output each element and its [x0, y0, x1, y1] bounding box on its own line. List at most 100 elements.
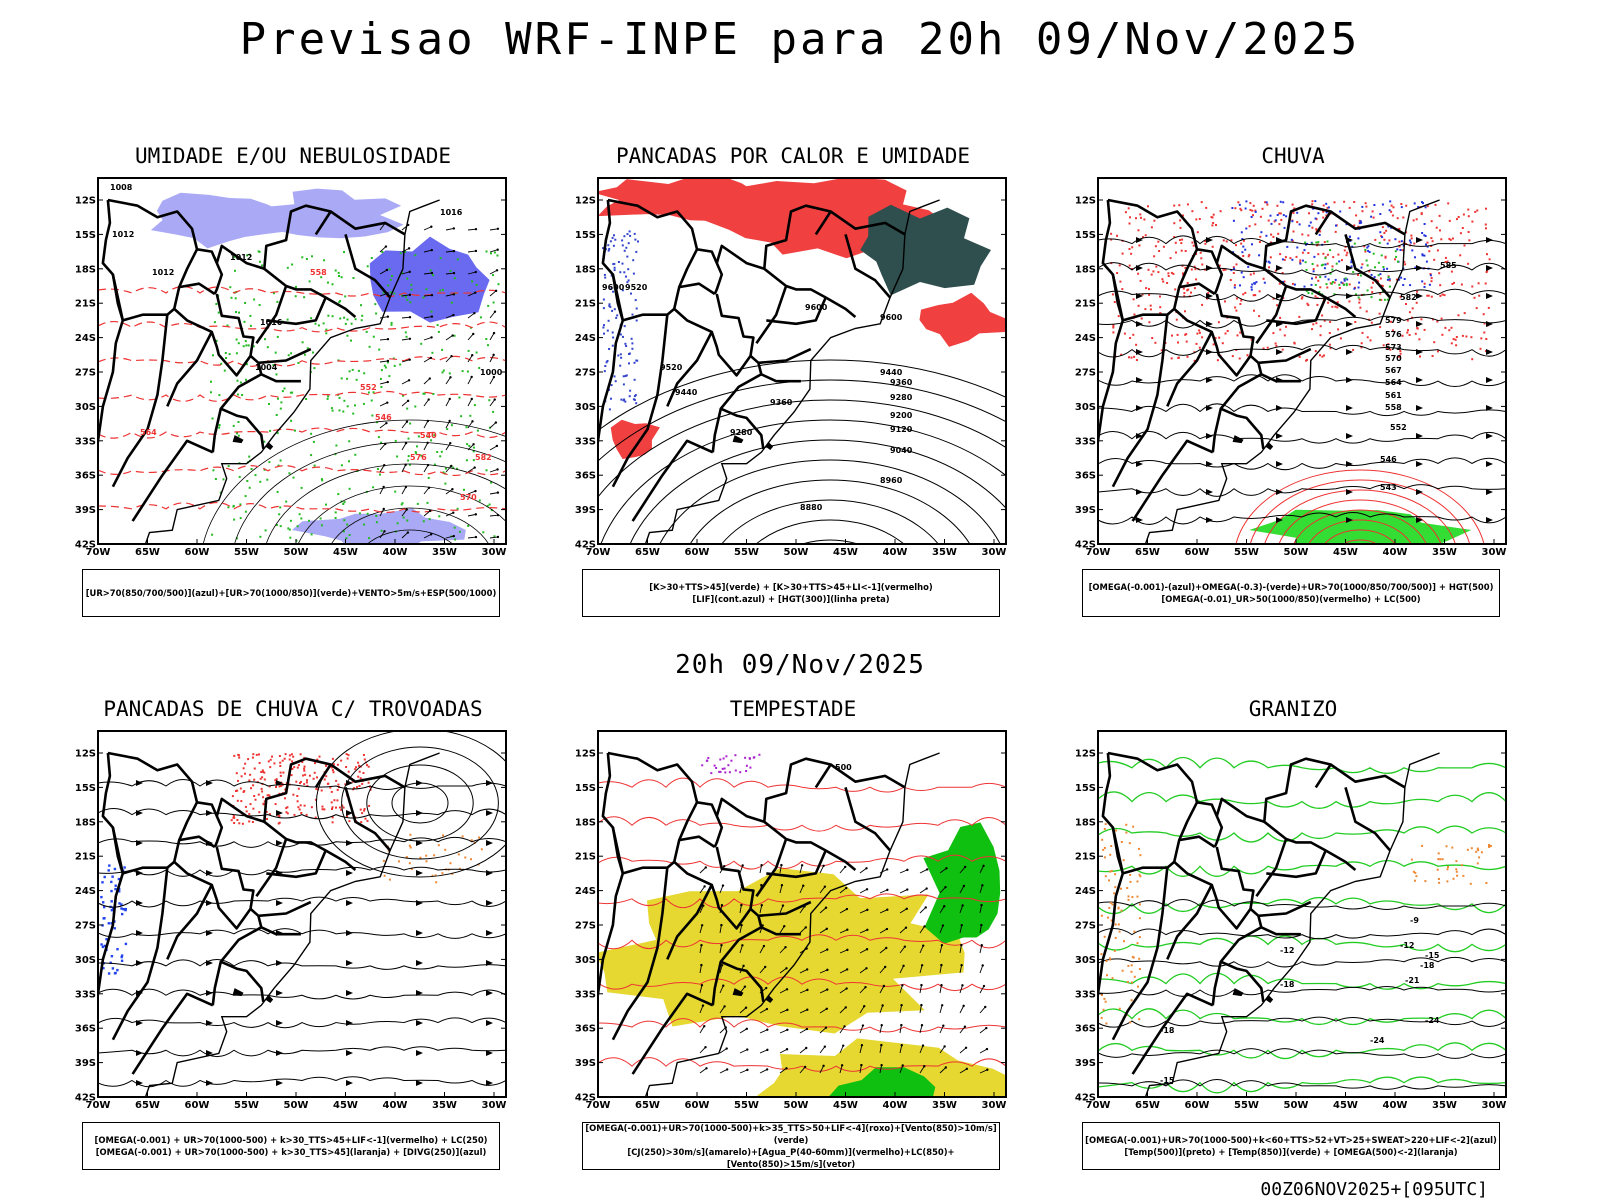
contour-label: 1012	[230, 253, 252, 262]
humidity-speck-low	[236, 432, 238, 435]
humidity-speck-low	[266, 478, 269, 481]
rain-speck	[1128, 248, 1131, 250]
wind-850-vector	[823, 1045, 827, 1048]
omega-500-speck	[1460, 864, 1463, 867]
wind-850-vector	[739, 905, 742, 914]
omega-strong-speck	[1345, 284, 1348, 287]
humidity-speck-low	[321, 479, 324, 482]
wind-vector	[452, 511, 455, 514]
humidity-speck-low	[277, 464, 280, 467]
wind-vector	[406, 531, 410, 534]
humidity-speck-low	[228, 353, 231, 356]
humidity-speck-low	[393, 292, 396, 295]
omega-500-speck	[1127, 898, 1130, 901]
rain-speck	[1338, 287, 1341, 289]
omega-500-speck	[1136, 942, 1139, 945]
omega-500-speck	[1107, 916, 1109, 919]
thunderstorm-speck	[231, 795, 234, 798]
omega-speck	[1303, 249, 1306, 252]
rain-speck	[1364, 250, 1367, 253]
thunderstorm-speck	[330, 790, 333, 793]
humidity-speck-low	[497, 283, 500, 286]
wind-850-vector	[959, 965, 963, 974]
rain-speck	[1258, 290, 1261, 293]
streamline-arrow	[1416, 377, 1423, 383]
wind-850-vector	[845, 968, 849, 971]
omega-500-speck	[1103, 846, 1106, 849]
wind-850-vector	[819, 949, 828, 954]
thunderstorm-speck	[258, 753, 260, 756]
rain-speck	[1312, 268, 1315, 271]
lifted-index-speck	[607, 319, 610, 322]
streamline-arrow	[276, 840, 283, 846]
rain-speck	[1384, 256, 1387, 259]
humidity-speck-low	[319, 517, 322, 520]
wind-vector	[493, 310, 497, 313]
lifted-index-speck	[610, 274, 613, 277]
streamline-arrow	[486, 930, 493, 936]
political-border	[1260, 373, 1301, 383]
thunderstorm-speck	[268, 785, 271, 788]
divergence-speck	[110, 880, 113, 884]
omega-strong-speck	[1378, 298, 1381, 301]
thunderstorm-speck	[331, 816, 334, 819]
thunderstorm-speck	[242, 767, 245, 770]
rain-speck	[1414, 332, 1417, 335]
rain-speck	[1449, 238, 1452, 241]
thunderstorm-speck	[359, 777, 362, 780]
political-border	[255, 285, 288, 345]
humidity-speck-low	[402, 516, 405, 519]
rain-speck	[1396, 217, 1399, 220]
streamline-arrow	[1416, 461, 1423, 467]
wind-850-vector	[979, 925, 982, 934]
wind-vector	[445, 272, 454, 275]
map-layers: -9-12-12-15-18-18 -21-24-24-18-15	[1098, 751, 1506, 1097]
thunderstorm-speck	[329, 786, 332, 789]
wind-vector	[445, 465, 452, 473]
humidity-speck-low	[442, 369, 445, 372]
rain-speck	[1341, 282, 1344, 285]
contour-label: -18	[1280, 980, 1295, 989]
humidity-speck-low	[250, 468, 253, 470]
humidity-speck-low	[390, 321, 393, 324]
lifted-index-speck	[627, 279, 630, 282]
humidity-speck-low	[379, 473, 381, 476]
omega-500-speck	[1109, 901, 1112, 904]
humidity-speck-low	[414, 451, 417, 454]
contour-label: 552	[1390, 423, 1407, 432]
humidity-speck-low	[331, 315, 334, 318]
rain-speck	[1111, 293, 1114, 296]
omega-500-speck	[1138, 847, 1140, 850]
humidity-speck-low	[463, 488, 465, 491]
rain-speck	[1429, 273, 1432, 275]
severe-storm-speck	[749, 766, 752, 769]
humidity-speck-low	[320, 276, 323, 279]
streamline-250	[98, 866, 506, 877]
rain-speck	[1459, 254, 1462, 257]
wind-850-vector	[766, 1028, 769, 1031]
rain-speck	[1235, 297, 1238, 300]
wind-vector	[452, 313, 455, 317]
thunderstorm-speck	[303, 765, 306, 768]
omega-speck	[1242, 276, 1245, 279]
omega-500-speck	[1103, 935, 1106, 938]
wind-850-vector	[701, 1004, 705, 1007]
showers-speck	[408, 844, 411, 847]
lifted-index-speck	[626, 255, 629, 258]
wind-850-vector	[865, 948, 869, 951]
thunderstorm-speck	[358, 764, 360, 767]
thunderstorm-speck	[323, 778, 326, 781]
rain-speck	[1201, 336, 1204, 339]
omega-500-speck	[1475, 850, 1478, 853]
thunderstorm-speck	[333, 799, 336, 802]
omega-speck	[1367, 245, 1370, 248]
streamline-250	[98, 1046, 506, 1058]
rain-speck	[1184, 333, 1187, 336]
rain-speck	[1465, 335, 1468, 338]
wind-vector	[467, 467, 475, 473]
omega-500-speck	[1138, 1018, 1141, 1021]
thunderstorm-speck	[316, 758, 319, 761]
omega-strong-speck	[1386, 298, 1389, 301]
lifted-index-speck	[622, 335, 624, 338]
wind-850-vector	[860, 1063, 863, 1067]
